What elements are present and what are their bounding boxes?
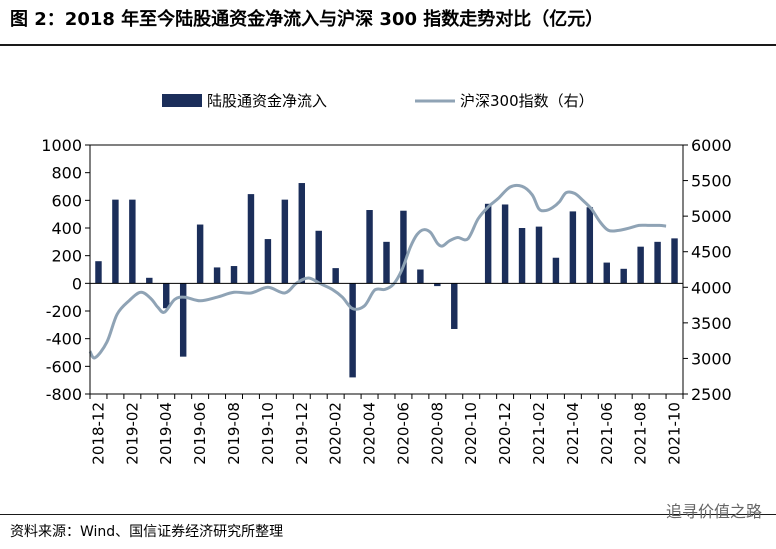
bar-net-inflow [654,241,661,284]
bar-net-inflow [349,283,356,378]
legend-line-label: 沪深300指数（右） [460,92,594,110]
x-tick-label: 2020-08 [428,402,446,465]
watermark: 追寻价值之路 [665,502,762,521]
y-right-tick-label: 5500 [691,172,732,191]
x-tick-label: 2019-02 [123,402,141,465]
bar-net-inflow [603,262,610,284]
legend: 陆股通资金净流入 沪深300指数（右） [162,92,594,110]
bar-net-inflow [264,239,272,284]
bar-net-inflow [586,207,594,284]
line-layer [88,183,667,360]
y-left-tick-label: -200 [46,302,82,321]
bar-net-inflow [179,283,187,357]
x-tick-label: 2021-08 [632,402,650,465]
bar-net-inflow [315,230,322,284]
bar-net-inflow [501,204,509,284]
x-tick-label: 2020-06 [394,402,412,465]
y-left-tick-label: -800 [46,385,82,404]
y-right-tick-label: 3500 [691,314,732,333]
y-right-tick-label: 5000 [691,207,732,226]
bar-net-inflow [434,283,441,287]
bar-net-inflow [213,267,221,284]
bar-net-inflow [518,228,526,284]
bar-layer [95,183,678,378]
y-left-tick-label: 400 [51,219,82,238]
x-tick-label: 2019-06 [191,402,209,465]
bar-net-inflow [620,268,627,284]
y-right-tick-label: 4000 [691,278,732,297]
bar-net-inflow [637,246,644,284]
bar-net-inflow [535,226,543,284]
bar-net-inflow [247,194,255,284]
x-tick-label: 2020-02 [327,402,345,465]
x-tick-label: 2019-12 [293,402,311,465]
x-tick-label: 2020-10 [462,402,480,465]
bar-net-inflow [196,224,204,284]
bar-net-inflow [281,199,289,284]
bar-net-inflow [552,257,560,284]
bar-net-inflow [366,210,373,284]
title-divider [0,44,776,46]
source-note: 资料来源：Wind、国信证券经济研究所整理 [10,524,284,540]
x-tick-label: 2019-04 [157,402,175,465]
x-tick-label: 2021-06 [598,402,616,465]
bar-net-inflow [95,261,102,284]
bar-net-inflow [163,283,170,309]
y-left-tick-label: 800 [51,164,82,183]
line-csi300 [88,183,667,360]
y-left-tick-label: 200 [51,247,82,266]
x-tick-label: 2019-10 [259,402,277,465]
y-right-tick-label: 6000 [691,136,732,155]
bar-net-inflow [484,203,492,284]
bar-net-inflow [569,211,577,284]
axis-layer: -800 -600 -400 -200 0 200 400 600 800 1000 2500 300… [41,136,731,465]
bar-net-inflow [671,238,678,284]
plot-frame [89,144,684,395]
bar-net-inflow [146,277,153,284]
x-tick-label: 2019-08 [225,402,243,465]
y-left-tick-label: -600 [46,357,82,376]
bar-net-inflow [298,183,306,284]
y-left-tick-label: -400 [46,330,82,349]
y-left-tick-label: 600 [51,191,82,210]
x-tick-label: 2018-12 [89,402,107,465]
y-right-tick-label: 2500 [691,385,732,404]
bar-net-inflow [417,269,424,284]
bar-net-inflow [383,241,390,284]
y-right-tick-label: 4500 [691,243,732,262]
x-tick-label: 2021-10 [666,402,684,465]
legend-bar-label: 陆股通资金净流入 [207,92,327,110]
x-tick-label: 2020-04 [361,402,379,465]
x-tick-label: 2021-02 [530,402,548,465]
bar-net-inflow [112,199,119,284]
y-left-tick-label: 1000 [41,136,82,155]
y-right-tick-label: 3000 [691,349,732,368]
x-tick-label: 2020-12 [496,402,514,465]
footer-divider [0,514,776,515]
x-tick-label: 2021-04 [564,402,582,465]
bar-net-inflow [230,266,238,284]
chart-title: 图 2：2018 年至今陆股通资金净流入与沪深 300 指数走势对比（亿元） [10,9,604,30]
y-left-tick-label: 0 [72,274,82,293]
bar-net-inflow [332,268,339,284]
bar-net-inflow [129,199,136,284]
bar-net-inflow [451,283,458,329]
bar-net-inflow [400,210,407,284]
legend-bar-swatch [162,94,202,107]
